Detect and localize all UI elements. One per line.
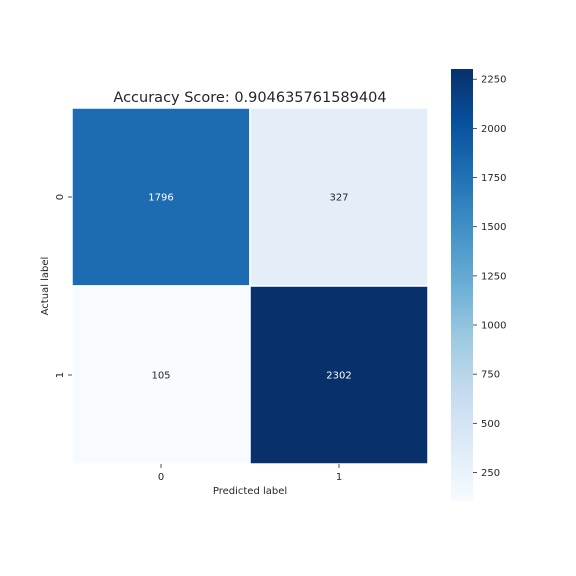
y-axis-ticks: 01	[55, 194, 72, 378]
cell-value-label-0-0: 1796	[148, 193, 173, 204]
cell-value-label-1-1: 2302	[326, 371, 351, 382]
colorbar-ticks: 250 500 750 1000 1250 1500 1750 2000 2250	[473, 75, 506, 479]
colorbar-tick-label-3: 1000	[481, 321, 506, 332]
x-tick-label-0: 0	[158, 472, 164, 483]
heatmap-cell-1-1	[249, 285, 429, 465]
chart-title: Accuracy Score: 0.904635761589404	[113, 90, 386, 106]
cell-value-label-0-1: 327	[329, 193, 348, 204]
y-tick-label-1: 1	[55, 372, 66, 378]
heatmap-cell-labels: 1796 327 105 2302	[148, 193, 351, 382]
x-axis-label: Predicted label	[213, 486, 287, 497]
colorbar	[451, 69, 473, 501]
colorbar-tick-label-7: 2000	[481, 124, 506, 135]
x-tick-label-1: 1	[336, 472, 342, 483]
colorbar-tick-label-4: 1250	[481, 271, 506, 282]
colorbar-tick-label-5: 1500	[481, 222, 506, 233]
y-tick-label-0: 0	[55, 194, 66, 200]
heatmap-cell-1-0	[71, 285, 251, 465]
heatmap-cells	[71, 107, 429, 465]
colorbar-tick-label-1: 500	[481, 419, 500, 430]
colorbar-tick-label-6: 1750	[481, 173, 506, 184]
y-axis-label: Actual label	[40, 257, 51, 316]
heatmap-cell-0-1	[249, 107, 429, 287]
colorbar-tick-label-8: 2250	[481, 75, 506, 86]
colorbar-tick-label-0: 250	[481, 468, 500, 479]
heatmap-cell-0-0	[71, 107, 251, 287]
colorbar-tick-label-2: 750	[481, 370, 500, 381]
cell-value-label-1-0: 105	[151, 371, 170, 382]
